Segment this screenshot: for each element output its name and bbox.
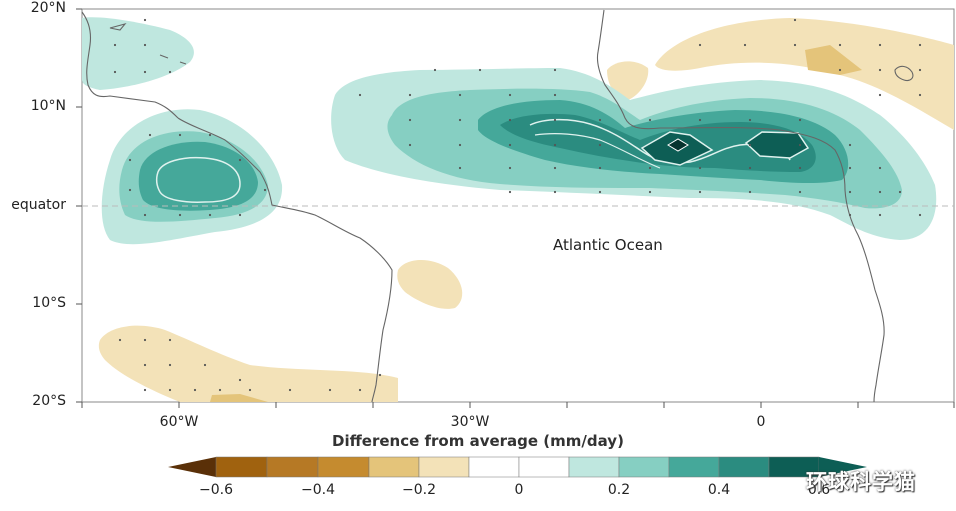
coastline-west-africa: [596, 9, 661, 130]
colorbar-tick: 0.6: [807, 482, 831, 498]
colorbar-bin-10: [668, 456, 720, 478]
coastlines: [81, 9, 914, 403]
ocean-label: Atlantic Ocean: [553, 236, 663, 254]
colorbar-tick: 0.4: [707, 482, 731, 498]
colorbar-tick: −0.4: [301, 482, 335, 498]
lat-label-20s: 20°S: [32, 393, 66, 409]
coastline-africa-northeast: [894, 65, 914, 82]
colorbar-bin-11: [718, 456, 770, 478]
wet-region-core-east: [744, 131, 810, 159]
wet-region-itcz-contour-2: [534, 133, 661, 169]
dry-region-west-africa: [607, 61, 649, 100]
coastline-south-america: [177, 117, 393, 403]
coastline-caribbean-islands: [109, 23, 187, 65]
watermark: 环球科学猫: [806, 470, 916, 494]
colorbar-tick: 0: [514, 482, 524, 498]
colorbar-tick: −0.6: [199, 482, 233, 498]
significance-stipples: [113, 18, 922, 392]
dry-region-south-core: [210, 394, 268, 402]
colorbar-bin-5: [418, 456, 470, 478]
dry-region-brazil-east: [397, 259, 463, 309]
lon-label-0: 0: [756, 414, 766, 430]
wet-region-caribbean: [82, 17, 194, 91]
lat-label-equator: equator: [11, 197, 66, 213]
dry-anomaly-regions: [98, 18, 954, 402]
map-title: Difference from average (mm/day): [332, 432, 624, 450]
wet-region-amazon-4: [155, 156, 241, 203]
coastline-central-america: [81, 11, 179, 119]
colorbar-arrow-right: [819, 457, 867, 477]
colorbar-bin-2: [266, 456, 319, 478]
lon-label-60w: 60°W: [159, 414, 199, 430]
coastline-gulf-of-guinea: [659, 126, 885, 403]
lat-label-20n: 20°N: [30, 0, 66, 16]
dry-region-south-america-south: [98, 325, 399, 402]
colorbar-bin-8: [568, 456, 620, 478]
colorbar-bin-3: [317, 456, 370, 478]
wet-region-amazon-3: [138, 141, 258, 211]
colorbar-bin-4: [368, 456, 420, 478]
colorbar-bin-1: [215, 456, 268, 478]
dry-region-ne-africa: [655, 18, 954, 130]
lon-label-30w: 30°W: [450, 414, 490, 430]
colorbar-bin-6: [468, 456, 520, 478]
lat-label-10n: 10°N: [30, 98, 66, 114]
wet-anomaly-regions: [82, 17, 937, 245]
dry-region-ne-africa-core: [805, 45, 862, 75]
axis-ticks: [76, 8, 955, 408]
colorbar: [168, 456, 867, 478]
colorbar-bin-7: [518, 456, 570, 478]
colorbar-tick: 0.2: [607, 482, 631, 498]
lat-label-10s: 10°S: [32, 295, 66, 311]
colorbar-arrow-left: [168, 457, 216, 477]
wet-region-core-west-inner: [667, 138, 689, 152]
colorbar-bin-9: [618, 456, 670, 478]
colorbar-tick: −0.2: [402, 482, 436, 498]
